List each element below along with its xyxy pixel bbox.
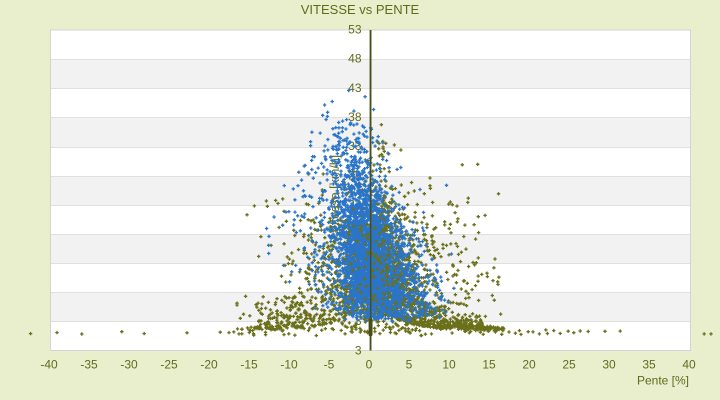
svg-text:3: 3 <box>355 314 362 328</box>
svg-text:-40: -40 <box>40 358 58 372</box>
svg-text:3: 3 <box>355 344 362 358</box>
svg-text:VITESSE vs PENTE: VITESSE vs PENTE <box>301 2 420 17</box>
svg-text:48: 48 <box>348 52 362 66</box>
svg-text:-5: -5 <box>324 358 335 372</box>
svg-text:-35: -35 <box>80 358 98 372</box>
svg-text:0: 0 <box>366 358 373 372</box>
svg-text:-10: -10 <box>280 358 298 372</box>
svg-text:Pente [%]: Pente [%] <box>637 374 689 388</box>
svg-text:38: 38 <box>348 110 362 124</box>
svg-text:53: 53 <box>348 23 362 37</box>
svg-text:10: 10 <box>442 358 456 372</box>
svg-text:-25: -25 <box>160 358 178 372</box>
svg-text:20: 20 <box>522 358 536 372</box>
svg-text:-30: -30 <box>120 358 138 372</box>
svg-text:35: 35 <box>642 358 656 372</box>
svg-text:43: 43 <box>348 81 362 95</box>
svg-text:-15: -15 <box>240 358 258 372</box>
svg-text:25: 25 <box>562 358 576 372</box>
svg-text:5: 5 <box>406 358 413 372</box>
svg-text:15: 15 <box>482 358 496 372</box>
svg-text:40: 40 <box>682 358 696 372</box>
svg-text:-20: -20 <box>200 358 218 372</box>
svg-text:30: 30 <box>602 358 616 372</box>
